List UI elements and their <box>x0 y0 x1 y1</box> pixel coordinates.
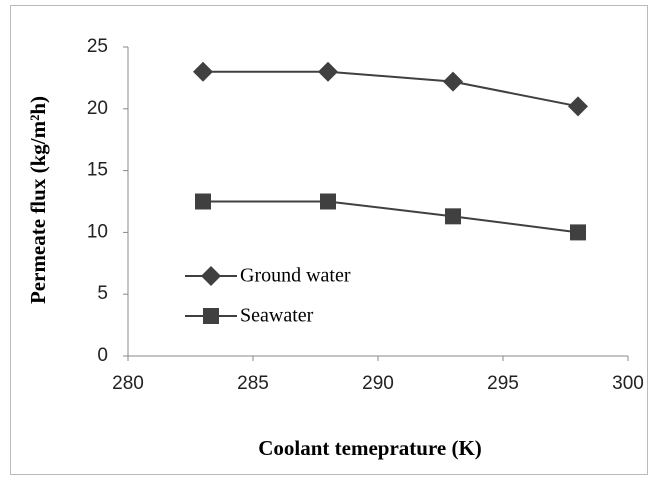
series-line <box>203 200 579 234</box>
y-axis-title: Permeate flux (kg/m²h) <box>26 96 50 304</box>
legend-marker <box>201 266 221 286</box>
marker <box>445 208 461 225</box>
y-tick-label: 5 <box>97 283 108 304</box>
marker <box>195 193 211 210</box>
x-axis-title: Coolant temeprature (K) <box>258 436 482 460</box>
marker <box>318 61 338 82</box>
chart-border <box>10 5 648 475</box>
legend-label: Ground water <box>240 265 351 287</box>
marker <box>568 96 588 117</box>
legend-marker <box>203 308 219 324</box>
y-tick-label: 10 <box>87 221 108 242</box>
x-tick-label: 285 <box>237 373 269 394</box>
legend-label: Seawater <box>240 305 314 327</box>
marker <box>193 61 213 82</box>
marker <box>570 224 586 241</box>
y-tick-label: 0 <box>97 345 108 366</box>
y-tick-label: 15 <box>87 160 108 181</box>
y-tick-label: 25 <box>87 36 108 57</box>
x-tick-label: 290 <box>362 373 394 394</box>
x-tick-label: 300 <box>612 373 644 394</box>
marker <box>443 71 463 92</box>
marker <box>320 193 336 210</box>
series-line <box>203 70 579 108</box>
x-tick-label: 295 <box>487 373 519 394</box>
x-tick-label: 280 <box>112 373 144 394</box>
y-tick-label: 20 <box>87 98 108 119</box>
